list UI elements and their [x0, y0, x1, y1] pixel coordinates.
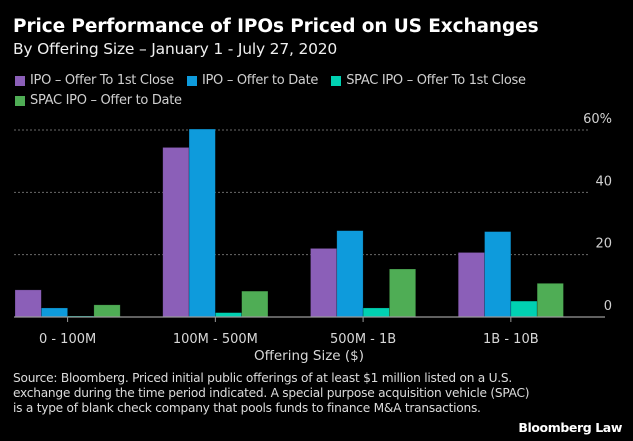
x-tick-label: 500M - 1B	[330, 332, 396, 347]
legend-item-ipo-1st-close: IPO – Offer To 1st Close	[15, 72, 174, 90]
bar-3-1	[241, 290, 269, 318]
y-tick-label: 60%	[583, 112, 612, 127]
bar-1-1	[188, 128, 216, 318]
bar-2-1	[215, 312, 242, 318]
x-axis-title: Offering Size ($)	[254, 348, 364, 364]
chart-subtitle: By Offering Size – January 1 - July 27, …	[13, 40, 338, 58]
x-tick-label: 0 - 100M	[39, 332, 96, 347]
legend-item-spac-to-date: SPAC IPO – Offer to Date	[15, 92, 182, 110]
bar-0-2	[310, 248, 338, 318]
legend-label: IPO – Offer To 1st Close	[30, 73, 174, 88]
chart-title: Price Performance of IPOs Priced on US E…	[13, 16, 539, 37]
source-note: Source: Bloomberg. Priced initial public…	[13, 371, 530, 415]
y-tick-label: 40	[595, 174, 612, 189]
legend: IPO – Offer To 1st Close IPO – Offer to …	[15, 72, 615, 112]
bar-3-3	[536, 283, 564, 318]
bar-chart: 0 20 40 60% 0 - 100M 100M - 500M 500M - 1B 1B -…	[14, 112, 612, 364]
y-tick-label: 0	[604, 299, 612, 314]
legend-label: SPAC IPO – Offer to Date	[30, 93, 182, 108]
y-tick-label: 20	[595, 237, 612, 252]
legend-swatch	[331, 76, 342, 86]
legend-label: SPAC IPO – Offer To 1st Close	[346, 73, 526, 88]
bar-0-0	[14, 289, 42, 318]
legend-item-ipo-to-date: IPO – Offer to Date	[186, 72, 319, 90]
bar-3-0	[93, 304, 121, 318]
legend-swatch	[186, 76, 197, 86]
bar-1-3	[484, 231, 512, 318]
legend-swatch	[15, 96, 25, 106]
x-tick-label: 100M - 500M	[173, 332, 258, 347]
legend-item-spac-1st-close: SPAC IPO – Offer To 1st Close	[331, 72, 526, 90]
brand-logo: Bloomberg Law	[518, 420, 622, 435]
bar-2-3	[510, 300, 538, 318]
legend-label: IPO – Offer to Date	[201, 73, 319, 88]
bar-0-1	[162, 147, 190, 318]
bar-1-2	[336, 230, 364, 318]
bar-1-0	[40, 307, 68, 318]
x-tick-label: 1B - 10B	[483, 332, 539, 347]
legend-swatch	[15, 76, 25, 86]
bar-3-2	[389, 268, 416, 318]
bar-2-2	[362, 307, 390, 318]
bar-0-3	[457, 252, 485, 318]
